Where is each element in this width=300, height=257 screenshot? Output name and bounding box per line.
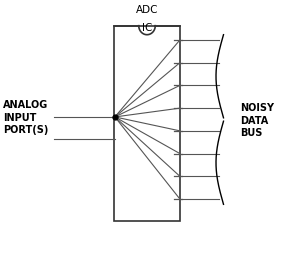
- Text: ANALOG: ANALOG: [3, 100, 48, 110]
- Text: NOISY: NOISY: [240, 103, 274, 113]
- Text: DATA: DATA: [240, 116, 268, 126]
- Text: PORT(S): PORT(S): [3, 125, 48, 135]
- Text: INPUT: INPUT: [3, 113, 36, 123]
- Text: BUS: BUS: [240, 128, 262, 138]
- Text: ADC: ADC: [136, 5, 158, 15]
- Text: IC: IC: [142, 23, 152, 33]
- Bar: [114, 26, 180, 221]
